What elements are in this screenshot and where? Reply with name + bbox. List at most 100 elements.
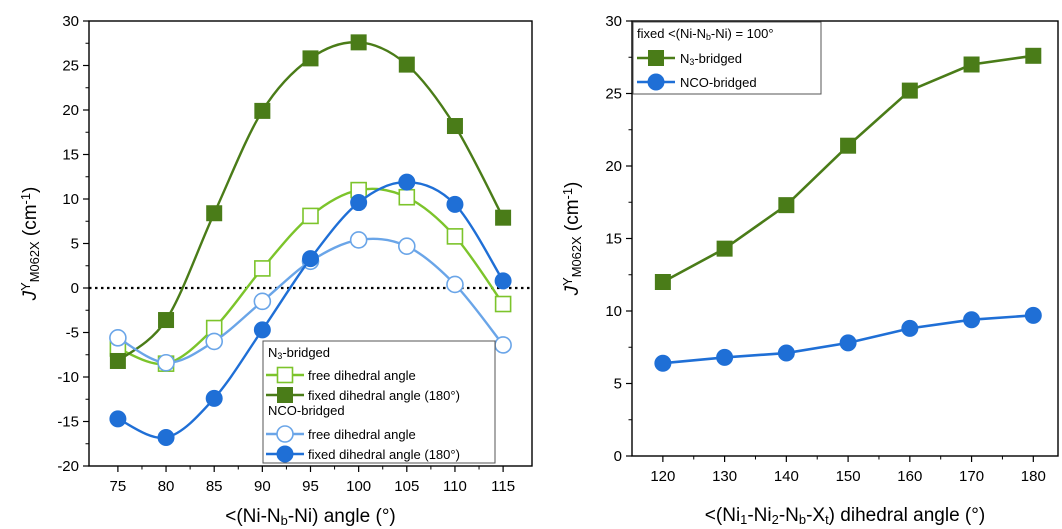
right-x-axis-title-part: -N — [779, 505, 799, 526]
right-x-tick-label: 160 — [897, 468, 922, 485]
left-x-axis-title-part: <(Ni-N — [225, 506, 280, 527]
right-x-tick-label: 130 — [712, 468, 737, 485]
legend-marker-n3_free — [276, 366, 294, 384]
legend-label-n3_free: free dihedral angle — [308, 368, 416, 383]
right-legend-label-nco_fixed: NCO-bridged — [680, 75, 757, 90]
left-point-nco_fixed — [398, 173, 416, 191]
right-y-axis-title-part: Y — [560, 277, 575, 286]
right-y-tick-label: 5 — [614, 376, 622, 393]
right-point-n3_fixed — [654, 274, 671, 290]
left-x-tick-label: 85 — [206, 478, 223, 495]
left-point-n3_fixed — [158, 312, 175, 329]
right-point-nco_fixed — [1024, 306, 1042, 324]
left-chart: 75 80 85 90 95 100 105 110 115 -20 -15 -10 -5 0 5 10 15 2… — [18, 13, 533, 528]
right-point-n3_fixed — [1025, 47, 1042, 64]
right-point-n3_fixed — [840, 137, 857, 154]
left-point-n3_fixed — [302, 50, 319, 67]
right-y-tick-label: 20 — [605, 158, 622, 175]
left-y-axis-title: JYM062X (cm-1) — [18, 187, 42, 302]
left-x-tick-label: 90 — [254, 478, 271, 495]
left-legend: N3-bridged NCO-bridged free dihedral angle… — [262, 340, 496, 464]
left-y-axis-title-part: J — [20, 290, 41, 301]
right-legend-marker-nco_fixed — [647, 73, 665, 91]
left-x-tick-label: 75 — [110, 478, 127, 495]
left-point-nco_fixed — [446, 195, 464, 213]
left-y-tick-label: 25 — [62, 58, 79, 75]
left-point-nco_free — [349, 231, 368, 249]
left-y-tick-label: -15 — [57, 414, 79, 431]
legend-group-n3-part: N — [268, 345, 277, 360]
left-point-n3_fixed — [206, 205, 223, 222]
left-point-nco_free — [253, 292, 272, 311]
left-point-n3_fixed — [109, 352, 126, 369]
left-x-tick-label: 80 — [158, 478, 175, 495]
right-x-tick-label: 140 — [774, 468, 799, 485]
left-x-tick-label: 105 — [394, 478, 419, 495]
left-point-nco_fixed — [109, 410, 127, 428]
right-x-tick-label: 150 — [836, 468, 861, 485]
right-point-nco_fixed — [839, 334, 857, 352]
right-y-axis-title-part: -1 — [560, 188, 575, 199]
left-point-n3_free — [446, 228, 464, 245]
right-y-axis-title: JYM062X (cm-1) — [560, 182, 584, 297]
right-x-axis-title-part: 1 — [740, 512, 747, 527]
left-point-nco_free — [157, 353, 175, 372]
left-point-nco_fixed — [205, 389, 223, 407]
left-x-axis-title-part: -Ni) angle (°) — [288, 506, 396, 527]
right-x-axis-title-part: t — [825, 512, 829, 527]
right-legend-header-part: -Ni) = 100° — [711, 26, 774, 41]
right-x-axis-title-part: 2 — [772, 512, 779, 527]
right-legend-header-part: b — [706, 32, 711, 42]
left-y-tick-label: -20 — [57, 458, 79, 475]
left-point-nco_free — [205, 332, 223, 351]
right-legend-label-n3_fixed-part: N — [680, 51, 689, 66]
left-y-tick-label: 10 — [62, 191, 79, 208]
left-x-tick-label: 100 — [346, 478, 371, 495]
legend-label-n3_fixed: fixed dihedral angle (180°) — [308, 388, 460, 403]
left-series-line-n3_fixed — [117, 41, 505, 362]
right-chart: 120 130 140 150 160 170 180 0 5 10 15 20 25 30 fixed <… — [560, 13, 1059, 527]
right-y-tick-label: 10 — [605, 303, 622, 320]
left-y-tick-label: 30 — [62, 13, 79, 30]
right-point-nco_fixed — [901, 319, 919, 337]
left-point-nco_fixed — [494, 272, 512, 290]
left-x-axis-title-part: b — [281, 513, 288, 528]
left-point-n3_fixed — [495, 209, 512, 226]
left-point-n3_fixed — [398, 56, 415, 73]
legend-label-nco_fixed: fixed dihedral angle (180°) — [308, 447, 460, 462]
right-legend-label-n3_fixed: N3-bridged — [680, 51, 742, 67]
left-point-n3_free — [254, 260, 271, 277]
right-point-n3_fixed — [901, 82, 918, 99]
right-point-n3_fixed — [716, 240, 733, 257]
right-legend: fixed <(Ni-Nb-Ni) = 100° N3-bridged NCO-br… — [632, 21, 822, 95]
left-y-tick-label: 15 — [62, 147, 79, 164]
right-x-axis-title-part: -X — [806, 505, 825, 526]
left-point-n3_free — [398, 188, 416, 206]
left-y-axis-title-part: ) — [20, 187, 41, 193]
left-y-tick-label: -5 — [66, 325, 79, 342]
right-point-n3_fixed — [778, 197, 795, 214]
right-x-axis-title: <(Ni1-Ni2-Nb-Xt) dihedral angle (°) — [705, 505, 985, 527]
right-y-tick-label: 30 — [605, 13, 622, 30]
right-legend-label-n3_fixed-part: -bridged — [694, 51, 742, 66]
legend-group-n3-part: 3 — [277, 351, 282, 361]
left-point-n3_fixed — [350, 34, 367, 51]
legend-group-n3-part: -bridged — [282, 345, 330, 360]
right-point-nco_fixed — [963, 311, 981, 329]
left-y-tick-label: 20 — [62, 102, 79, 119]
right-point-nco_fixed — [777, 344, 795, 362]
right-y-axis-title-part: (cm — [562, 199, 583, 236]
right-x-axis-title-part: ) dihedral angle (°) — [829, 505, 986, 526]
right-legend-header: fixed <(Ni-Nb-Ni) = 100° — [637, 26, 774, 42]
right-legend-marker-n3_fixed — [648, 50, 664, 66]
left-point-n3_fixed — [254, 102, 271, 119]
right-x-axis-title-part: <(Ni — [705, 505, 740, 526]
legend-group-n3: N3-bridged — [268, 345, 330, 361]
left-point-n3_fixed — [446, 118, 463, 135]
left-y-axis-title-part: (cm — [20, 204, 41, 241]
right-x-tick-label: 180 — [1021, 468, 1046, 485]
legend-marker-nco_free — [276, 425, 294, 443]
right-x-tick-label: 170 — [959, 468, 984, 485]
left-point-nco_fixed — [302, 250, 319, 268]
